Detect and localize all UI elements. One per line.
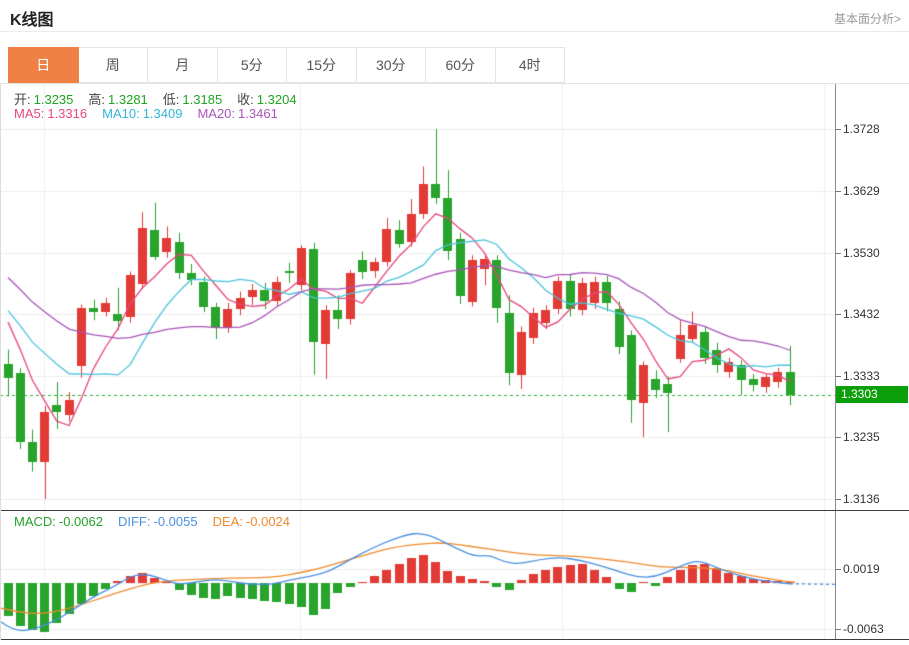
axis-tick — [836, 129, 841, 130]
axis-tick — [836, 437, 841, 438]
legend-label: 收: — [237, 92, 254, 107]
tab-timeframe-5[interactable]: 30分 — [356, 47, 426, 83]
price-axis-label: 1.3136 — [843, 492, 880, 506]
legend-item: 高: 1.3281 — [88, 92, 147, 107]
page-title: K线图 — [10, 12, 54, 29]
chart-bottom-border — [0, 639, 909, 640]
tab-timeframe-7[interactable]: 4时 — [495, 47, 565, 83]
legend-label: 高: — [88, 92, 106, 107]
chart-area: 开: 1.3235 高: 1.3281 低: 1.3185 收: 1.3204 MA5: 1.3… — [0, 84, 909, 645]
current-price-badge: 1.3303 — [836, 385, 908, 403]
axis-tick — [836, 376, 841, 377]
axis-tick — [836, 253, 841, 254]
legend-item: MACD: -0.0062 — [14, 514, 103, 529]
legend-item: 低: 1.3185 — [163, 92, 222, 107]
legend-value: -0.0024 — [245, 514, 291, 529]
price-axis-label: 1.3629 — [843, 183, 880, 198]
legend-item: 开: 1.3235 — [14, 92, 73, 107]
legend-value: 1.3316 — [47, 106, 88, 121]
header-divider — [0, 31, 909, 32]
timeframe-tabs: 日周月 5分 15分 30分 60分 4时 — [8, 47, 565, 83]
legend-item: 收: 1.3204 — [237, 92, 296, 107]
legend-value: 1.3185 — [182, 92, 223, 107]
legend-item: DIFF: -0.0055 — [118, 514, 198, 529]
macd-legend: MACD: -0.0062 DIFF: -0.0055 DEA: -0.0024 — [14, 514, 305, 529]
axis-tick — [836, 629, 841, 630]
legend-item: MA20: 1.3461 — [197, 106, 277, 121]
macd-axis-label: 0.0019 — [843, 562, 880, 577]
tab-timeframe-2[interactable]: 月 — [148, 47, 218, 83]
legend-value: 1.3409 — [142, 106, 183, 121]
legend-label: DIFF: — [117, 514, 151, 529]
legend-label: 开: — [14, 92, 31, 107]
tab-timeframe-0[interactable]: 日 — [8, 47, 79, 83]
legend-label: MACD: — [14, 514, 56, 529]
price-axis-label: 1.3235 — [843, 430, 880, 445]
candlestick-plot-canvas[interactable] — [0, 84, 836, 510]
ma-legend: MA5: 1.3316 MA10: 1.3409 MA20: 1.3461 — [14, 106, 293, 121]
legend-value: 1.3235 — [33, 92, 74, 107]
axis-tick — [836, 314, 841, 315]
legend-item: DEA: -0.0024 — [213, 514, 290, 529]
tab-timeframe-1[interactable]: 周 — [78, 47, 148, 83]
legend-value: -0.0062 — [58, 514, 103, 529]
legend-value: -0.0055 — [153, 514, 198, 529]
price-axis-label: 1.3530 — [843, 245, 880, 260]
legend-value: 1.3461 — [238, 106, 278, 121]
tab-timeframe-4[interactable]: 15分 — [287, 47, 357, 83]
legend-label: 低: — [162, 92, 180, 107]
price-axis-label: 1.3728 — [843, 122, 880, 136]
tab-timeframe-6[interactable]: 60分 — [426, 47, 496, 83]
price-axis-label: 1.3432 — [843, 307, 880, 321]
legend-label: DEA: — [212, 514, 243, 529]
fundamental-analysis-link[interactable]: 基本面分析> — [833, 12, 901, 26]
panel-divider-line — [0, 510, 909, 511]
chart-left-border — [0, 84, 1, 640]
legend-label: MA20: — [197, 106, 236, 121]
ohlc-legend: 开: 1.3235 高: 1.3281 低: 1.3185 收: 1.3204 — [14, 89, 312, 108]
price-axis-strip: 1.3728 1.3629 1.3530 1.3432 1.3333 1.3235 1.31… — [835, 84, 909, 640]
legend-item: MA10: 1.3409 — [102, 106, 182, 121]
axis-tick — [836, 191, 841, 192]
legend-label: MA5: — [14, 106, 45, 121]
axis-tick — [836, 569, 841, 570]
axis-tick — [836, 499, 841, 500]
macd-plot-canvas[interactable] — [0, 510, 836, 640]
tab-timeframe-3[interactable]: 5分 — [217, 47, 287, 83]
legend-value: 1.3204 — [256, 92, 297, 107]
legend-item: MA5: 1.3316 — [14, 106, 87, 121]
legend-value: 1.3281 — [108, 92, 148, 107]
macd-axis-label: -0.0063 — [843, 622, 884, 637]
timeframe-tabbar: 日周月 5分 15分 30分 60分 4时 — [0, 47, 909, 84]
legend-label: MA10: — [102, 106, 140, 121]
price-axis-label: 1.3333 — [843, 368, 880, 383]
